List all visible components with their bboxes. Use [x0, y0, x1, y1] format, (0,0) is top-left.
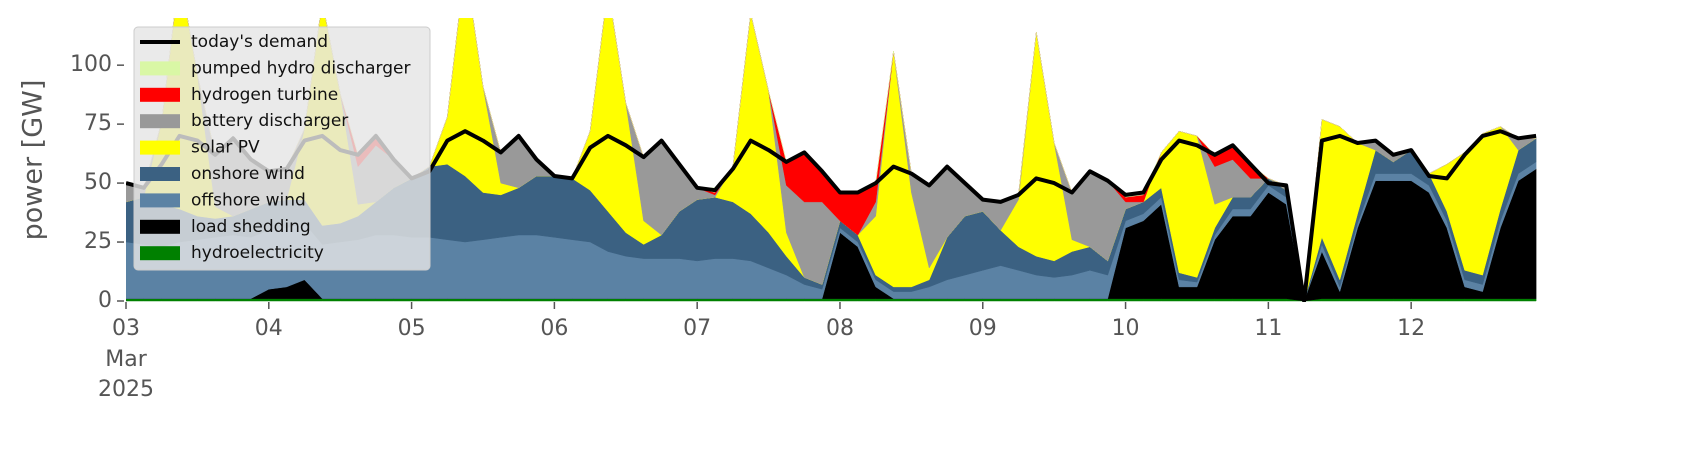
- x-tick-label: 07: [683, 316, 711, 341]
- x-tick-label: 06: [540, 316, 568, 341]
- legend-label: load shedding: [191, 217, 311, 237]
- legend-label: hydroelectricity: [191, 243, 324, 263]
- legend-label: hydrogen turbine: [191, 85, 338, 105]
- legend-swatch: [140, 246, 180, 261]
- legend-label: today's demand: [191, 32, 328, 52]
- y-axis-label: power [GW]: [18, 80, 49, 241]
- legend-swatch: [140, 87, 180, 102]
- x-tick-label: 03: [112, 316, 140, 341]
- legend-label: pumped hydro discharger: [191, 58, 410, 78]
- legend: today's demand pumped hydro discharger hyd…: [133, 26, 431, 271]
- legend-box: [133, 26, 431, 271]
- legend-swatch: [140, 61, 180, 76]
- y-tick-label: 0: [98, 288, 112, 313]
- x-tick-label: 10: [1112, 316, 1140, 341]
- legend-swatch: [140, 140, 180, 155]
- legend-label: battery discharger: [191, 111, 348, 131]
- legend-label: solar PV: [191, 138, 260, 158]
- x-tick-label: 04: [255, 316, 283, 341]
- stacked-area: [126, 18, 1537, 302]
- stacked-area: [126, 298, 1537, 302]
- legend-label: offshore wind: [191, 190, 306, 210]
- axes: 0 25 50 75 100 03 04 05 06 07 08 09 10 11 12: [70, 52, 1425, 341]
- x-tick-label: 11: [1254, 316, 1282, 341]
- y-tick-label: 50: [84, 170, 112, 195]
- x-tick-year: 2025: [98, 377, 154, 402]
- x-tick-label: 12: [1397, 316, 1425, 341]
- y-tick-label: 100: [70, 52, 112, 77]
- x-tick-label: 05: [398, 316, 426, 341]
- y-tick-label: 75: [84, 111, 112, 136]
- legend-swatch: [140, 219, 180, 234]
- y-tick-label: 25: [84, 229, 112, 254]
- legend-swatch: [140, 193, 180, 208]
- x-tick-label: 09: [969, 316, 997, 341]
- legend-swatch: [140, 167, 180, 181]
- x-tick-month: Mar: [105, 347, 147, 372]
- x-tick-label: 08: [826, 316, 854, 341]
- legend-swatch: [140, 114, 180, 129]
- legend-label: onshore wind: [191, 164, 305, 184]
